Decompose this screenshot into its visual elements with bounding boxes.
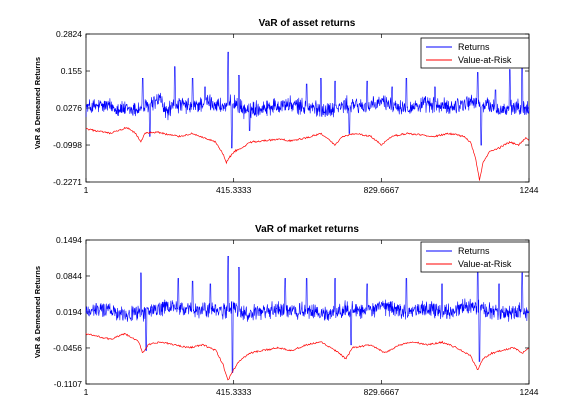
y-tick: 0.1494 [56,235,529,245]
chart-title: VaR of market returns [255,224,359,235]
y-tick-label: 0.2824 [56,29,82,39]
x-tick: 829.6667 [364,240,400,397]
y-tick: -0.0998 [53,140,529,150]
y-tick-label: 0.0844 [56,271,82,281]
x-tick: 1 [84,34,89,195]
x-tick-label: 415.3333 [216,387,252,397]
legend-label-var: Value-at-Risk [458,259,512,269]
x-tick-label: 415.3333 [216,185,252,195]
y-tick-label: 0.1494 [56,235,82,245]
x-tick-label: 1 [84,387,89,397]
x-tick: 415.3333 [216,240,252,397]
series-line-var [85,126,529,181]
y-tick-label: -0.1107 [54,379,82,389]
y-tick-label: 0.155 [61,66,83,76]
x-tick: 415.3333 [216,34,252,195]
y-tick: 0.2824 [56,29,529,39]
legend-label-returns: Returns [458,246,490,256]
y-tick-label: 0.0194 [56,307,82,317]
market-returns-chart: VaR of market returns VaR & Demeaned Ret… [33,224,539,397]
y-axis-label: VaR & Demeaned Returns [33,266,42,358]
x-tick-label: 1 [84,185,89,195]
y-tick: 0.0844 [56,271,529,281]
y-tick-label: -0.2271 [53,177,82,187]
legend-label-var: Value-at-Risk [458,55,512,65]
y-tick: -0.0456 [53,343,529,353]
series-line-returns [85,255,530,373]
y-tick: 0.155 [61,66,529,76]
asset-returns-chart: VaR of asset returns VaR & Demeaned Retu… [33,18,539,195]
legend: Returns Value-at-Risk [420,37,530,69]
y-tick-label: -0.0456 [53,343,82,353]
legend-box [420,241,530,273]
legend: Returns Value-at-Risk [420,241,530,273]
x-tick-label: 1244 [520,185,539,195]
chart-title: VaR of asset returns [259,18,356,29]
series-line-var [85,332,529,381]
legend-label-returns: Returns [458,42,490,52]
y-tick: -0.1107 [54,379,529,389]
x-tick: 829.6667 [364,34,400,195]
x-tick-label: 829.6667 [364,185,400,195]
x-tick-label: 829.6667 [364,387,400,397]
x-tick-label: 1244 [520,387,539,397]
x-tick: 1 [84,240,89,397]
series-line-returns [85,51,530,149]
y-tick-label: -0.0998 [53,140,82,150]
y-tick-label: 0.0276 [56,103,82,113]
legend-box [420,37,530,69]
y-tick: -0.2271 [53,177,529,187]
y-axis-label: VaR & Demeaned Returns [33,57,42,149]
x-tick: 1244 [520,34,539,195]
